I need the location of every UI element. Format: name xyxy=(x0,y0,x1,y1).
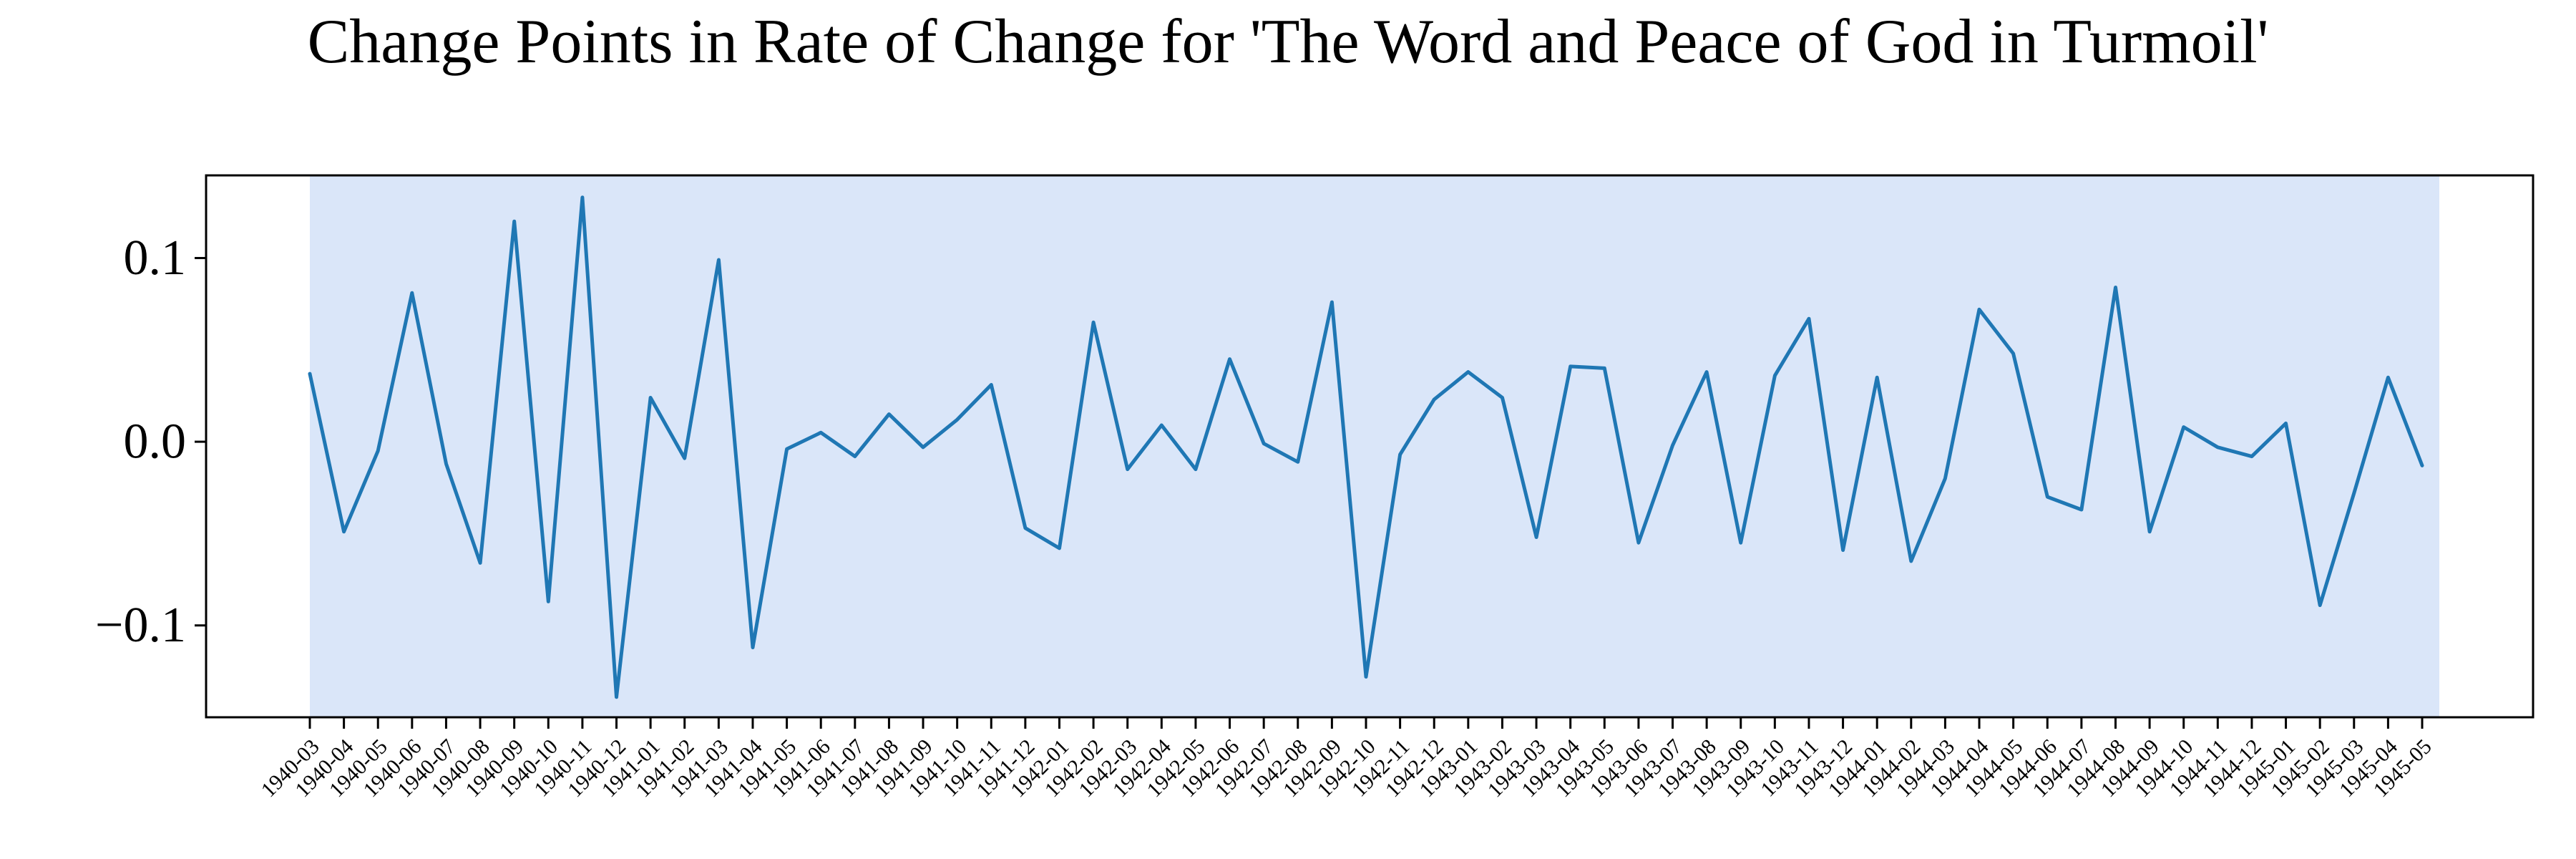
data-point xyxy=(922,446,924,449)
data-point xyxy=(887,413,890,416)
y-tick-label: 0.0 xyxy=(124,414,187,470)
data-point xyxy=(581,196,584,199)
data-point xyxy=(1024,527,1027,530)
data-point xyxy=(1672,444,1674,447)
data-point xyxy=(2285,422,2288,424)
data-point xyxy=(2386,376,2389,379)
data-point xyxy=(1603,367,1606,369)
data-point xyxy=(1467,371,1470,374)
data-point xyxy=(990,384,992,387)
data-point xyxy=(786,447,789,450)
series-line xyxy=(308,195,2424,699)
data-point xyxy=(2114,286,2117,289)
x-axis-ticks: 1940-031940-041940-051940-061940-071940-… xyxy=(257,717,2436,802)
data-point xyxy=(1978,308,1981,311)
data-point xyxy=(1058,547,1061,550)
data-point xyxy=(1842,549,1845,552)
data-point xyxy=(2421,464,2424,467)
data-point xyxy=(717,258,720,261)
data-point xyxy=(1433,398,1435,401)
data-point xyxy=(956,418,959,421)
data-point xyxy=(445,462,448,465)
data-point xyxy=(649,397,652,399)
data-point xyxy=(1910,560,1913,563)
series-line-layer xyxy=(308,195,2424,699)
data-point xyxy=(1535,536,1538,539)
shaded-region-layer xyxy=(310,175,2439,717)
data-point xyxy=(343,530,346,533)
data-point xyxy=(2250,455,2253,458)
chart-title: Change Points in Rate of Change for 'The… xyxy=(307,7,2269,77)
data-point xyxy=(1807,317,1810,320)
data-point xyxy=(1501,397,1504,399)
data-point xyxy=(2353,492,2356,495)
data-point xyxy=(1399,453,1402,456)
y-tick-label: 0.1 xyxy=(124,230,187,286)
data-point xyxy=(1943,477,1946,480)
data-point xyxy=(1637,541,1640,544)
data-point xyxy=(683,457,686,460)
plot-frame xyxy=(205,174,2534,719)
data-point xyxy=(1126,468,1129,471)
data-point xyxy=(479,561,482,564)
data-point xyxy=(2046,495,2049,498)
data-point xyxy=(1194,468,1197,471)
y-tick-label: −0.1 xyxy=(95,598,186,653)
data-point xyxy=(2012,352,2015,355)
data-point xyxy=(513,220,516,223)
data-point xyxy=(1705,371,1708,374)
data-point xyxy=(1297,460,1299,463)
data-point xyxy=(1740,541,1742,544)
data-point xyxy=(1773,374,1776,377)
data-point xyxy=(2148,530,2151,533)
data-point xyxy=(1569,365,1572,368)
change-point-shaded-region xyxy=(310,175,2439,717)
data-point xyxy=(1262,442,1265,445)
data-point xyxy=(1092,321,1095,324)
data-point xyxy=(1365,676,1367,679)
data-point xyxy=(751,646,754,649)
y-axis-ticks: 0.1 0.0 −0.1 xyxy=(95,230,206,653)
data-point xyxy=(819,431,822,434)
data-point xyxy=(2216,446,2219,449)
data-point xyxy=(1229,358,1231,361)
data-point xyxy=(2182,426,2185,429)
data-point xyxy=(547,600,550,603)
data-point xyxy=(854,455,857,458)
data-point xyxy=(1160,424,1163,427)
data-point xyxy=(2318,604,2321,607)
data-point xyxy=(615,696,618,699)
data-point xyxy=(2080,508,2083,511)
data-point xyxy=(1330,301,1333,304)
data-point xyxy=(308,372,311,375)
data-point xyxy=(1875,376,1878,379)
data-point xyxy=(376,450,379,452)
data-point xyxy=(411,291,414,294)
